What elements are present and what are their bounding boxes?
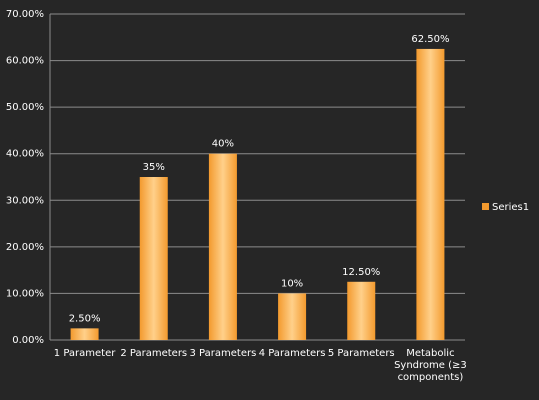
y-tick-label: 50.00% — [6, 102, 44, 113]
legend-swatch — [482, 203, 489, 210]
data-label: 40% — [212, 139, 234, 150]
bar — [347, 281, 376, 340]
bar — [70, 328, 99, 340]
y-tick-label: 70.00% — [6, 9, 44, 20]
bar — [278, 293, 307, 340]
bar — [139, 177, 168, 340]
y-tick-label: 10.00% — [6, 288, 44, 299]
bar — [416, 48, 445, 341]
data-label: 12.50% — [342, 267, 380, 278]
x-tick-label: 2 Parameters — [120, 348, 188, 359]
data-label: 2.50% — [69, 313, 101, 324]
y-tick-label: 30.00% — [6, 195, 44, 206]
y-tick-label: 60.00% — [6, 56, 44, 67]
x-tick-label: 5 Parameters — [327, 348, 395, 359]
y-tick-label: 20.00% — [6, 242, 44, 253]
x-tick-label: 3 Parameters — [189, 348, 257, 359]
data-label: 35% — [143, 162, 165, 173]
y-tick-label: 0.00% — [12, 335, 44, 346]
legend-label: Series1 — [492, 202, 529, 213]
x-tick-label: 1 Parameter — [53, 348, 116, 359]
data-label: 10% — [281, 278, 303, 289]
y-tick-label: 40.00% — [6, 149, 44, 160]
data-label: 62.50% — [411, 34, 449, 45]
x-tick-label: Metabolic Syndrome (≥3 components) — [394, 348, 467, 383]
x-tick-label: 4 Parameters — [258, 348, 326, 359]
bar — [208, 153, 237, 340]
